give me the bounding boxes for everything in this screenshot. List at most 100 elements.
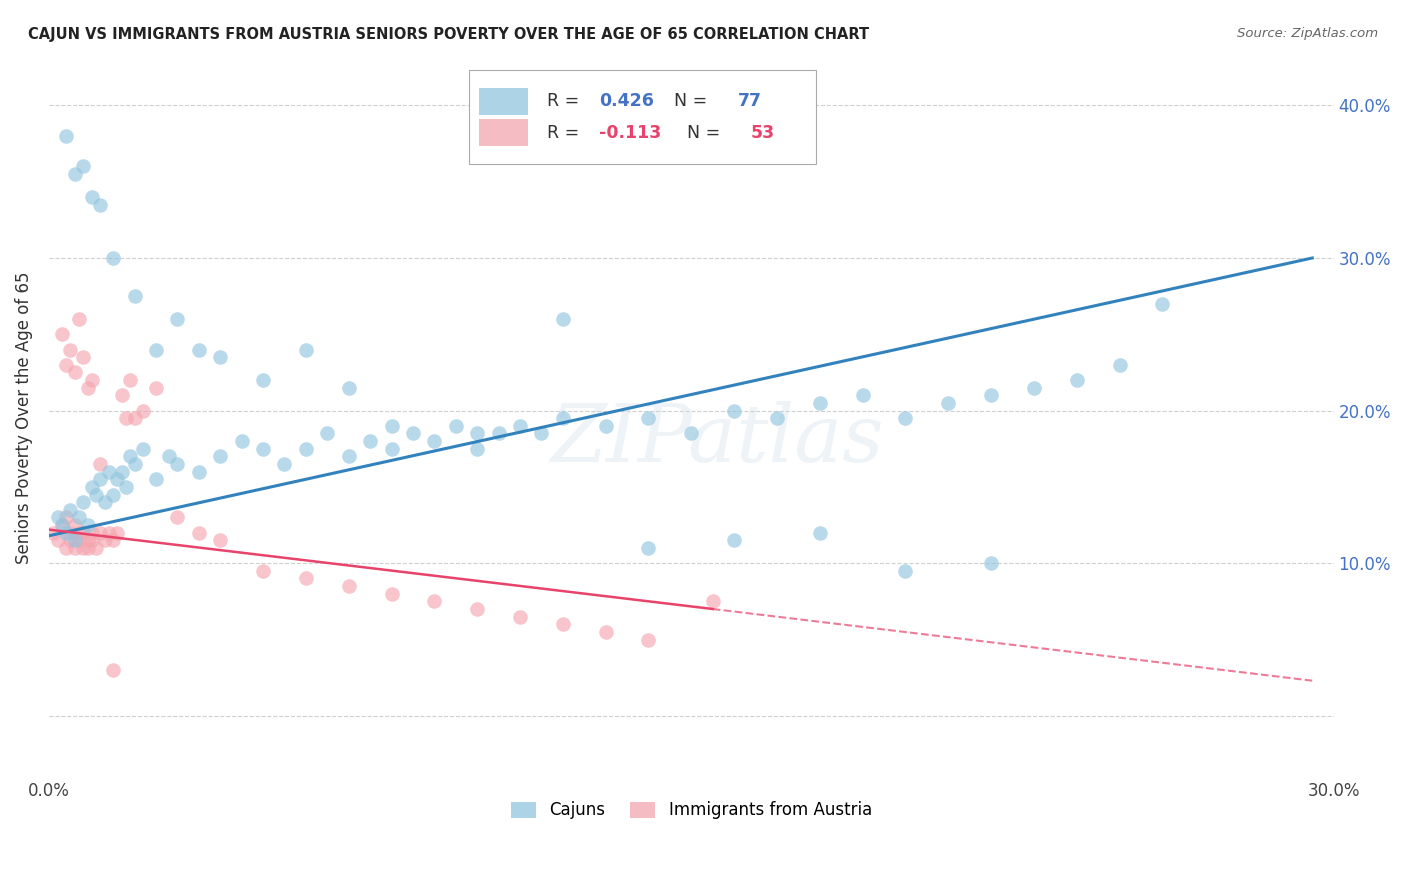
Point	[808, 525, 831, 540]
Point	[187, 465, 209, 479]
Point	[1152, 297, 1174, 311]
Point	[551, 411, 574, 425]
Point	[145, 343, 167, 357]
Point	[89, 525, 111, 540]
Point	[295, 343, 318, 357]
Point	[209, 450, 232, 464]
Point	[1108, 358, 1130, 372]
Text: R =: R =	[547, 92, 585, 111]
Point	[80, 373, 103, 387]
Point	[124, 411, 146, 425]
Point	[402, 426, 425, 441]
Point	[84, 541, 107, 555]
Point	[488, 426, 510, 441]
Text: Source: ZipAtlas.com: Source: ZipAtlas.com	[1237, 27, 1378, 40]
Point	[936, 396, 959, 410]
Point	[124, 457, 146, 471]
Text: ZIPatlas: ZIPatlas	[550, 401, 884, 478]
Point	[93, 495, 115, 509]
Point	[132, 403, 155, 417]
Point	[72, 350, 94, 364]
Point	[980, 556, 1002, 570]
Point	[166, 312, 188, 326]
Point	[852, 388, 875, 402]
Point	[166, 510, 188, 524]
Point	[380, 442, 402, 456]
Text: 77: 77	[738, 92, 762, 111]
Point	[423, 434, 446, 449]
Point	[252, 373, 274, 387]
Point	[423, 594, 446, 608]
Point	[46, 533, 69, 548]
Point	[67, 533, 90, 548]
Text: 0.426: 0.426	[599, 92, 654, 111]
Point	[132, 442, 155, 456]
Text: CAJUN VS IMMIGRANTS FROM AUSTRIA SENIORS POVERTY OVER THE AGE OF 65 CORRELATION : CAJUN VS IMMIGRANTS FROM AUSTRIA SENIORS…	[28, 27, 869, 42]
Point	[46, 510, 69, 524]
Point	[72, 541, 94, 555]
Point	[72, 525, 94, 540]
Point	[103, 487, 125, 501]
Text: R =: R =	[547, 124, 585, 142]
Point	[107, 472, 129, 486]
Point	[380, 418, 402, 433]
Point	[76, 541, 98, 555]
Point	[72, 160, 94, 174]
Point	[72, 495, 94, 509]
Point	[59, 533, 82, 548]
Point	[380, 587, 402, 601]
Point	[63, 518, 86, 533]
Point	[637, 632, 659, 647]
Text: 53: 53	[751, 124, 775, 142]
Point	[702, 594, 724, 608]
Point	[444, 418, 467, 433]
Point	[51, 327, 73, 342]
Point	[530, 426, 553, 441]
Text: -0.113: -0.113	[599, 124, 661, 142]
Point	[55, 525, 77, 540]
Point	[145, 472, 167, 486]
Point	[273, 457, 295, 471]
Point	[252, 564, 274, 578]
Point	[187, 525, 209, 540]
Point	[337, 381, 360, 395]
Point	[111, 465, 134, 479]
Point	[980, 388, 1002, 402]
Point	[551, 312, 574, 326]
Point	[166, 457, 188, 471]
Text: N =: N =	[676, 124, 725, 142]
Point	[509, 609, 531, 624]
Point	[76, 381, 98, 395]
Point	[103, 251, 125, 265]
Point	[59, 525, 82, 540]
Point	[42, 525, 65, 540]
Point	[55, 128, 77, 143]
Point	[55, 510, 77, 524]
Point	[723, 533, 745, 548]
Point	[595, 624, 617, 639]
Point	[1066, 373, 1088, 387]
Point	[80, 190, 103, 204]
Point	[67, 510, 90, 524]
Point	[465, 426, 488, 441]
Point	[84, 487, 107, 501]
Point	[509, 418, 531, 433]
Point	[295, 572, 318, 586]
Point	[59, 503, 82, 517]
Point	[93, 533, 115, 548]
Point	[97, 465, 120, 479]
Point	[1022, 381, 1045, 395]
Point	[124, 289, 146, 303]
Point	[316, 426, 339, 441]
Point	[89, 197, 111, 211]
Point	[76, 533, 98, 548]
Point	[67, 525, 90, 540]
FancyBboxPatch shape	[479, 120, 529, 146]
FancyBboxPatch shape	[470, 70, 815, 163]
Text: N =: N =	[664, 92, 713, 111]
Point	[637, 541, 659, 555]
Point	[115, 480, 138, 494]
Y-axis label: Seniors Poverty Over the Age of 65: Seniors Poverty Over the Age of 65	[15, 272, 32, 565]
Point	[337, 450, 360, 464]
Point	[637, 411, 659, 425]
